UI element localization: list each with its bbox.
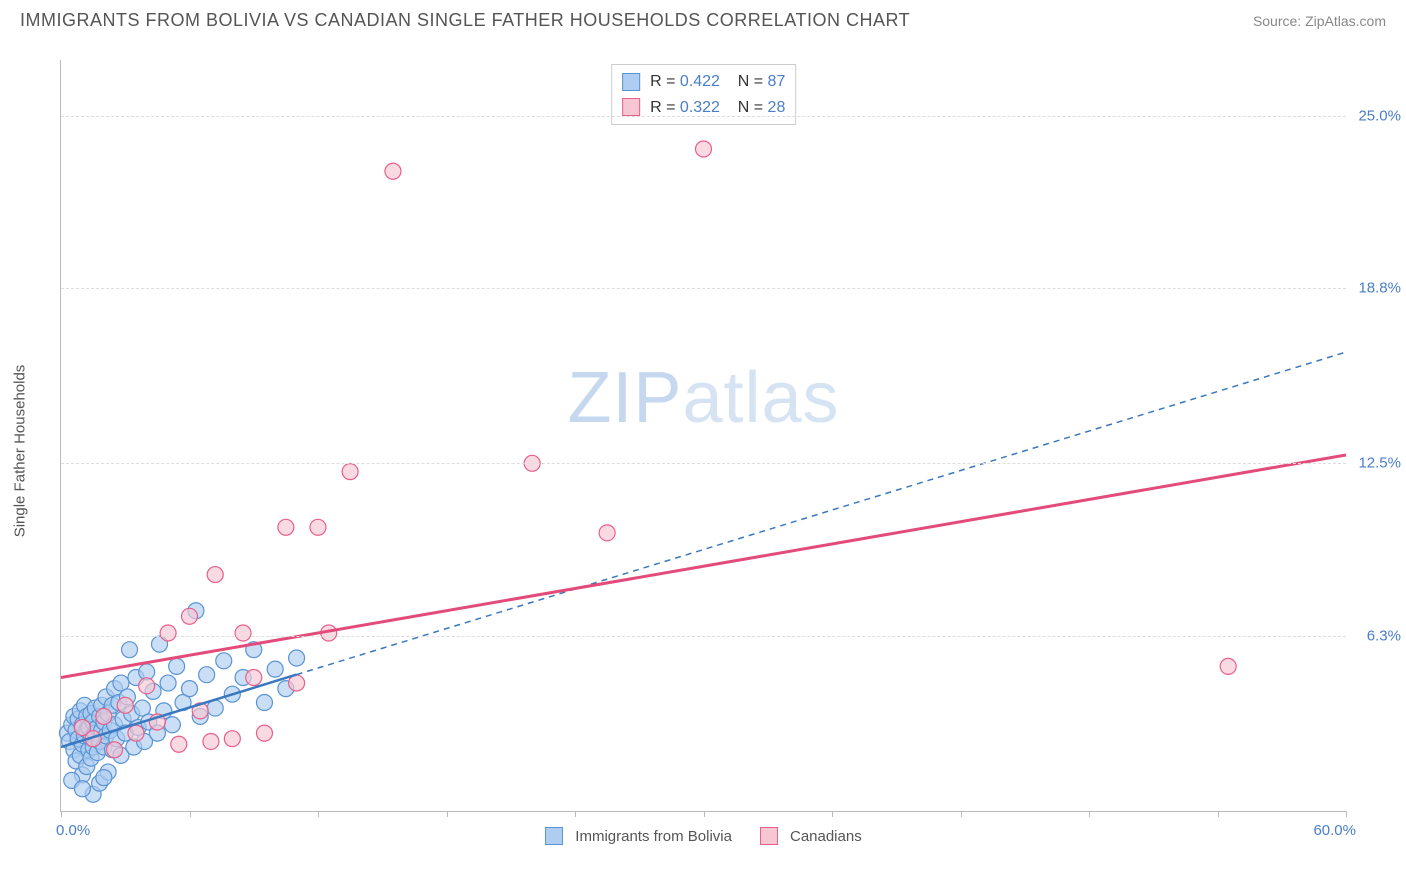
- data-point: [278, 519, 294, 535]
- data-point: [310, 519, 326, 535]
- data-point: [164, 717, 180, 733]
- data-point: [122, 642, 138, 658]
- source-attribution: Source: ZipAtlas.com: [1253, 13, 1386, 29]
- data-point: [171, 736, 187, 752]
- data-point: [139, 678, 155, 694]
- y-tick-label: 18.8%: [1358, 280, 1401, 297]
- x-tick: [704, 811, 705, 817]
- data-point: [160, 625, 176, 641]
- data-point: [246, 669, 262, 685]
- data-point: [199, 667, 215, 683]
- x-tick: [1089, 811, 1090, 817]
- data-point: [182, 681, 198, 697]
- data-point: [96, 708, 112, 724]
- data-point: [107, 742, 123, 758]
- data-point: [117, 697, 133, 713]
- x-tick: [318, 811, 319, 817]
- trend-line-blue-dashed: [297, 352, 1346, 675]
- data-point: [169, 658, 185, 674]
- chart-container: Single Father Households ZIPatlas R = 0.…: [50, 60, 1346, 842]
- y-tick-label: 6.3%: [1367, 627, 1401, 644]
- trend-line-pink: [61, 455, 1346, 678]
- data-point: [74, 781, 90, 797]
- y-tick-label: 12.5%: [1358, 455, 1401, 472]
- data-point: [203, 733, 219, 749]
- data-point: [385, 163, 401, 179]
- x-tick: [1218, 811, 1219, 817]
- data-point: [267, 661, 283, 677]
- y-axis-label: Single Father Households: [12, 365, 29, 538]
- data-point: [235, 625, 251, 641]
- x-tick: [832, 811, 833, 817]
- legend-bottom: Immigrants from Bolivia Canadians: [61, 827, 1346, 845]
- data-point: [289, 650, 305, 666]
- data-point: [256, 695, 272, 711]
- data-point: [696, 141, 712, 157]
- data-point: [256, 725, 272, 741]
- x-tick: [447, 811, 448, 817]
- data-point: [182, 608, 198, 624]
- x-tick: [1346, 811, 1347, 817]
- y-tick-label: 25.0%: [1358, 107, 1401, 124]
- data-point: [160, 675, 176, 691]
- chart-title: IMMIGRANTS FROM BOLIVIA VS CANADIAN SING…: [20, 10, 910, 31]
- legend-item-blue: Immigrants from Bolivia: [545, 827, 732, 845]
- data-point: [96, 770, 112, 786]
- data-point: [207, 567, 223, 583]
- x-tick: [61, 811, 62, 817]
- gridline: [61, 116, 1346, 117]
- data-point: [599, 525, 615, 541]
- gridline: [61, 636, 1346, 637]
- data-point: [128, 725, 144, 741]
- plot-svg: [61, 60, 1346, 811]
- x-tick: [575, 811, 576, 817]
- data-point: [224, 731, 240, 747]
- data-point: [342, 464, 358, 480]
- data-point: [1220, 658, 1236, 674]
- x-tick: [190, 811, 191, 817]
- swatch-pink-icon: [760, 827, 778, 845]
- x-tick: [961, 811, 962, 817]
- data-point: [216, 653, 232, 669]
- scatter-plot: ZIPatlas R = 0.422 N = 87 R = 0.322 N = …: [60, 60, 1346, 812]
- gridline: [61, 463, 1346, 464]
- swatch-blue-icon: [545, 827, 563, 845]
- gridline: [61, 288, 1346, 289]
- legend-item-pink: Canadians: [760, 827, 862, 845]
